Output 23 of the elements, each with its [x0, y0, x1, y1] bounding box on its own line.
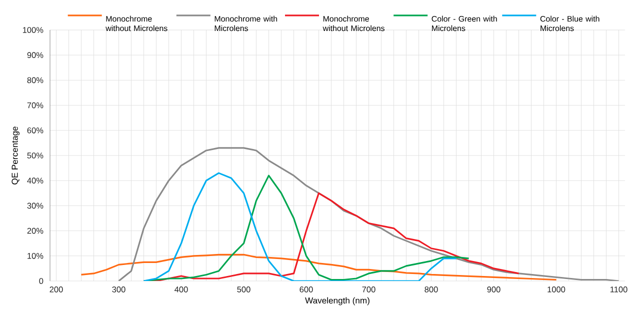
- x-tick-label: 300: [112, 286, 126, 292]
- x-tick-label: 800: [424, 286, 438, 292]
- x-tick-label: 600: [300, 286, 313, 292]
- y-tick-label: 90%: [27, 52, 44, 58]
- x-tick-label: 500: [237, 286, 250, 292]
- y-axis-title: QE Percentage: [12, 126, 20, 184]
- y-tick-label: 60%: [27, 127, 44, 134]
- y-tick-label: 0: [39, 278, 44, 284]
- x-tick-label: 700: [362, 286, 376, 292]
- x-tick-label: 1100: [610, 286, 628, 292]
- y-tick-label: 100%: [22, 27, 44, 33]
- x-tick-label: 400: [174, 286, 188, 292]
- y-tick-label: 70%: [27, 102, 44, 108]
- y-tick-label: 40%: [27, 178, 44, 184]
- x-axis-title: Wavelength (nm): [305, 297, 370, 306]
- y-tick-label: 50%: [27, 152, 44, 158]
- x-tick-label: 900: [487, 286, 500, 292]
- y-tick-label: 20%: [27, 228, 44, 234]
- y-tick-label: 80%: [27, 77, 44, 84]
- x-tick-label: 200: [50, 286, 63, 292]
- y-tick-label: 10%: [28, 252, 44, 259]
- y-tick-label: 30%: [27, 202, 44, 209]
- x-tick-label: 1000: [548, 286, 566, 292]
